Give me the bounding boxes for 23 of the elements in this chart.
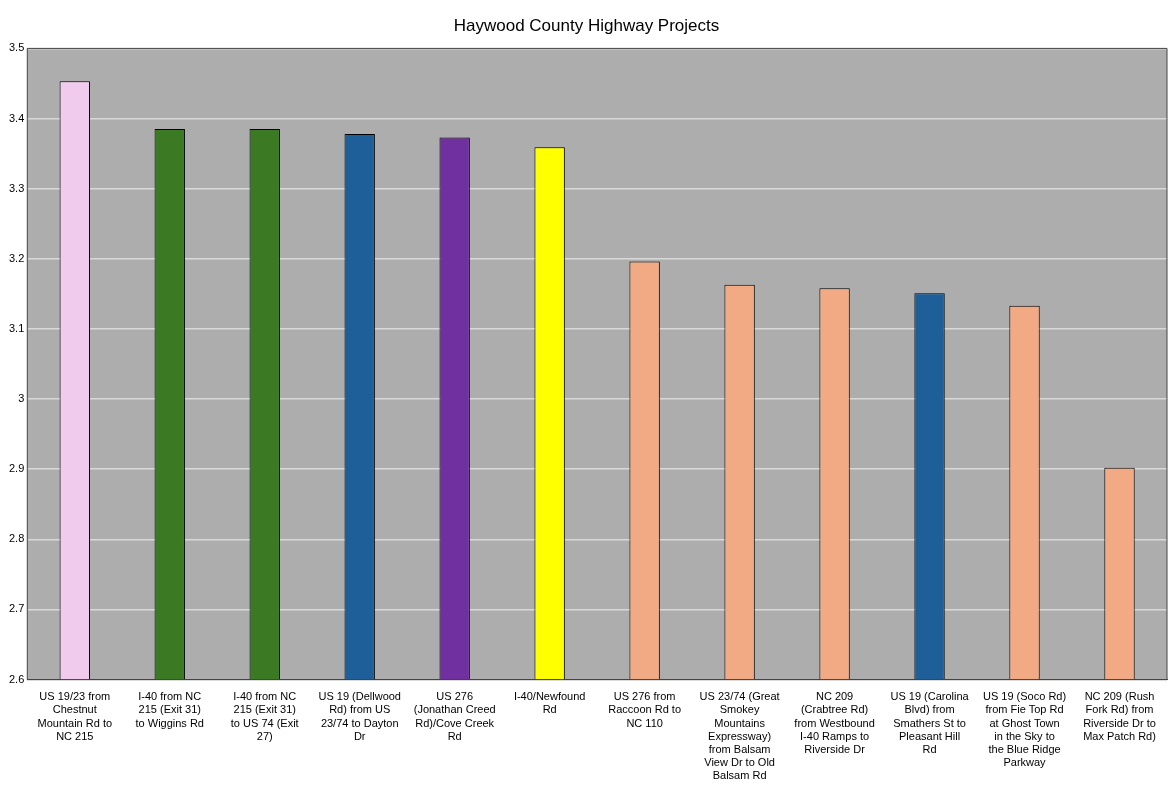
chart-title: Haywood County Highway Projects (453, 15, 720, 35)
y-tick-label: 3.4 (8, 111, 25, 124)
x-tick-label: US 19 (Soco Rd) from Fie Top Rd at Ghost Town in the Sky to the Blue Ridge Parkway (982, 690, 1067, 769)
y-tick-label: 3 (18, 392, 25, 405)
x-tick-label: US 23/74 (Great Smokey Mountains Expressway) from Balsam View Dr to Old Balsam Rd (699, 690, 780, 782)
y-tick-label: 2.7 (8, 602, 25, 615)
x-tick-label: NC 209 (Rush Fork Rd) from Riverside Dr to Max Patch Rd) (1083, 690, 1156, 742)
x-tick-label: US 276 (Jonathan Creed Rd)/Cove Creek Rd (413, 690, 496, 742)
y-tick-label: 3.5 (8, 41, 25, 54)
x-tick-label: US 19/23 from Chestnut Mountain Rd to NC 215 (37, 690, 113, 742)
x-tick-label: I-40 from NC 215 (Exit 31) to Wiggins Rd (135, 690, 204, 729)
x-tick-label: US 276 from Raccoon Rd to NC 110 (608, 690, 682, 729)
x-tick-label: US 19 (Carolina Blvd) from Smathers St to Pleasant Hill Rd (890, 690, 970, 756)
y-tick-label: 3.1 (8, 321, 25, 334)
y-tick-label: 2.9 (8, 462, 25, 475)
x-tick-label: NC 209 (Crabtree Rd) from Westbound I-40 Ramps to Riverside Dr (794, 690, 875, 756)
y-tick-label: 2.6 (8, 672, 25, 685)
y-tick-label: 3.3 (8, 181, 25, 194)
x-tick-label: I-40 from NC 215 (Exit 31) to US 74 (Exit 27) (230, 690, 299, 742)
x-tick-label: US 19 (Dellwood Rd) from US 23/74 to Dayton Dr (318, 690, 401, 742)
y-tick-label: 2.8 (8, 532, 25, 545)
x-tick-label: I-40/Newfound Rd (513, 690, 586, 716)
y-tick-label: 3.2 (8, 251, 25, 264)
